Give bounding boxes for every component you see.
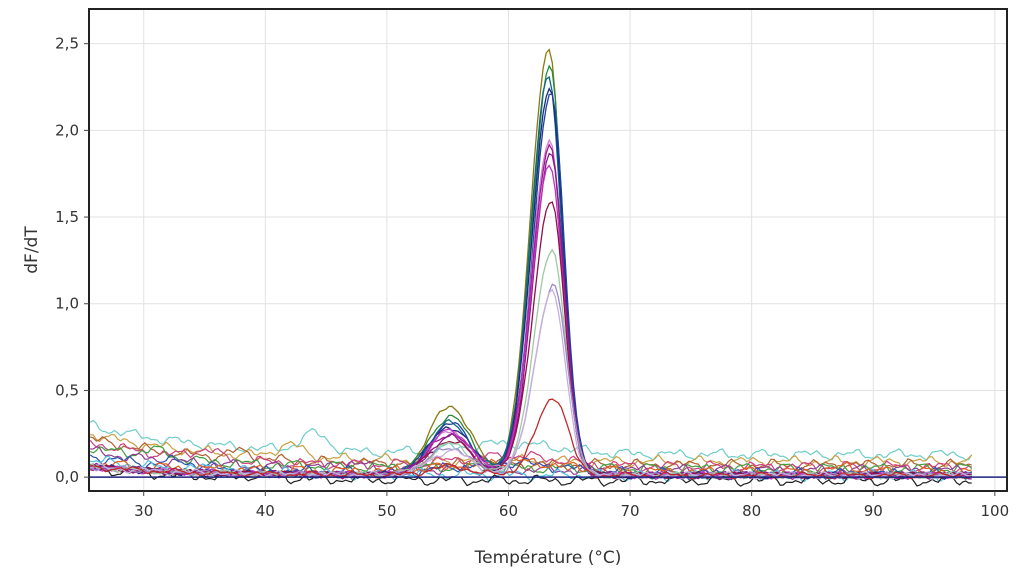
x-tick-label: 100 [981, 502, 1010, 520]
y-tick-label: 0,0 [55, 468, 79, 486]
x-tick-label: 30 [134, 502, 153, 520]
x-tick-label: 40 [256, 502, 275, 520]
y-tick-label: 2,0 [55, 121, 79, 139]
gridlines [89, 9, 1007, 491]
y-axis-title: dF/dT [22, 226, 42, 274]
x-axis-title: Température (°C) [474, 548, 622, 568]
series-line [89, 439, 972, 474]
plot-frame [88, 8, 1008, 492]
y-tick-label: 0,5 [55, 381, 79, 399]
x-tick-label: 50 [377, 502, 396, 520]
x-tick-label: 90 [864, 502, 883, 520]
y-tick-label: 1,5 [55, 208, 79, 226]
plot-background [89, 9, 1007, 491]
x-tick-label: 80 [742, 502, 761, 520]
y-tick-label: 1,0 [55, 295, 79, 313]
tick-labels: 30 40 50 60 70 80 90 100 0,0 0,5 1,0 1,5 2,0 2,5 [55, 35, 1009, 520]
x-tick-label: 70 [621, 502, 640, 520]
series-line [90, 465, 972, 487]
series-line [90, 288, 973, 481]
series-line [89, 445, 973, 474]
x-tick-label: 60 [499, 502, 518, 520]
y-tick-label: 2,5 [55, 35, 79, 53]
